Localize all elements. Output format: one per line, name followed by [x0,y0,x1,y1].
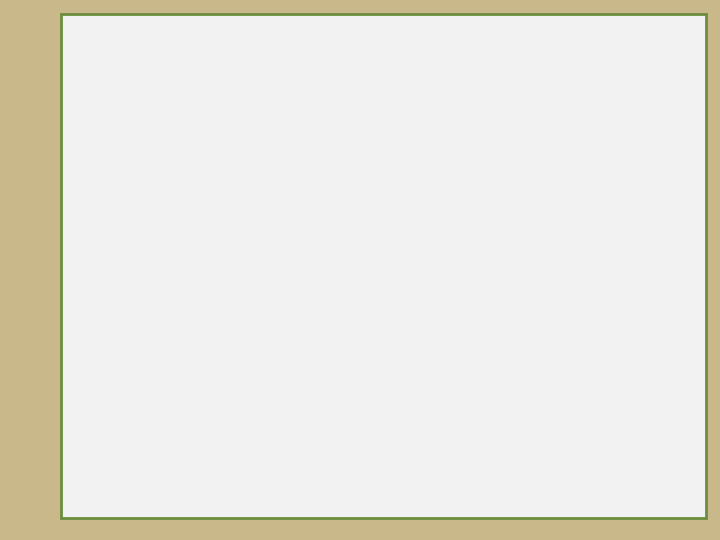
Text: as: as [312,134,337,153]
Text: Define: Define [190,228,255,246]
Text: $v_d(t)$= time varying: $v_d(t)$= time varying [422,369,524,383]
Text: in (4.8).: in (4.8). [107,178,172,195]
Text: $v_D(t)$= total instantaneous: $v_D(t)$= total instantaneous [422,252,560,265]
Text: step #4:: step #4: [107,349,186,367]
Text: different from (4.8): different from (4.8) [428,481,528,490]
Text: •: • [81,349,92,368]
Text: composed of $V_D$ and $v_d$.: composed of $V_D$ and $v_d$. [107,314,306,336]
Text: $i_D(t) = I_S e^{v_D/V_T}$: $i_D(t) = I_S e^{v_D/V_T}$ [470,400,572,421]
Text: instantaneous current ($i_D$) as: instantaneous current ($i_D$) as [107,392,349,413]
Text: total: total [236,228,274,246]
Text: $v_D(t) = V_D + v_d(t)$: $v_D(t) = V_D + v_d(t)$ [456,224,583,242]
Text: (eq4.9): (eq4.9) [400,227,447,240]
Text: instantaneous voltage ($v_D$) as: instantaneous voltage ($v_D$) as [107,271,356,293]
Text: total: total [236,349,274,367]
Text: Define: Define [190,349,255,367]
Text: note that this is: note that this is [428,451,510,461]
Text: component of $v_D(t)$: component of $v_D(t)$ [422,398,536,412]
Text: •: • [81,134,92,154]
Text: Define: Define [190,134,255,153]
Text: 54: 54 [665,494,683,507]
Text: $V_D$ = dc component: $V_D$ = dc component [422,310,526,324]
Text: of $v_D(t)$: of $v_D(t)$ [422,340,474,353]
Text: (eq4.8): (eq4.8) [400,145,447,158]
Text: DC current: DC current [236,134,326,153]
Text: function of $v_D$.: function of $v_D$. [107,435,227,456]
Text: step #3:: step #3: [107,228,186,246]
Text: $I_D = I_S e^{V_D/V_T}$: $I_D = I_S e^{V_D/V_T}$ [461,140,546,162]
Text: voltage across diode: voltage across diode [422,281,530,291]
Text: 4. 3. 7.  Small-Signal Model: 4. 3. 7. Small-Signal Model [198,49,569,74]
Text: •: • [81,228,92,247]
Text: step #2:: step #2: [107,134,186,153]
Text: (eq4.10): (eq4.10) [400,404,456,417]
